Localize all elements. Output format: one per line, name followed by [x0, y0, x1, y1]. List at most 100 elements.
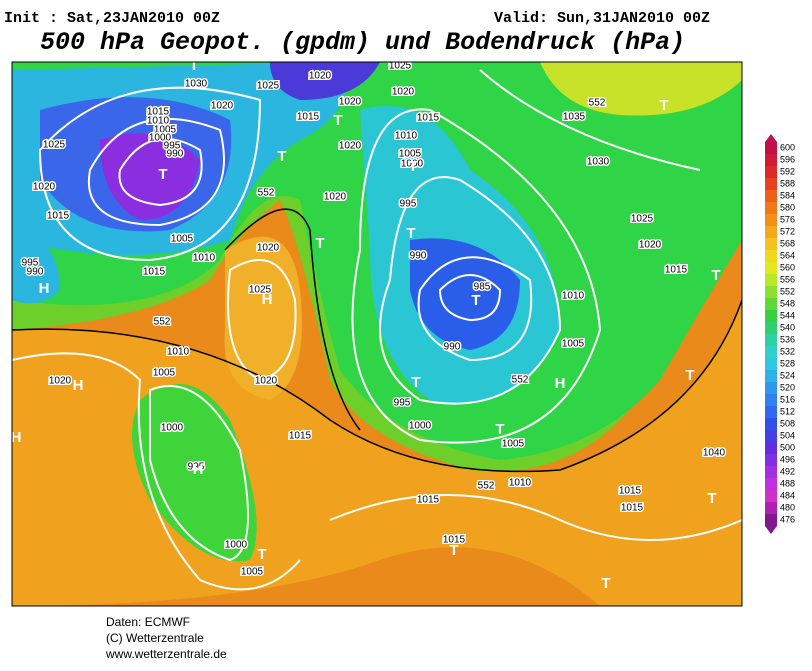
colorbar-label: 596 [780, 154, 795, 164]
colorbar-label: 524 [780, 370, 795, 380]
colorbar-swatch [765, 238, 777, 250]
isobar-label: 1005 [153, 368, 176, 379]
isobar-label: 1005 [171, 234, 194, 245]
colorbar-label: 516 [780, 394, 795, 404]
pressure-center: T [495, 421, 504, 438]
colorbar-label: 588 [780, 178, 795, 188]
colorbar-swatch [765, 322, 777, 334]
isobar-label: 1000 [409, 421, 432, 432]
colorbar-swatch [765, 154, 777, 166]
pressure-center: T [189, 57, 198, 74]
isobar-label: 1010 [167, 347, 190, 358]
colorbar-swatch [765, 418, 777, 430]
isobar-label: 1000 [225, 540, 248, 551]
pressure-center: T [315, 235, 324, 252]
colorbar-label: 592 [780, 166, 795, 176]
pressure-center: H [39, 280, 50, 297]
isobar-label: 1035 [563, 112, 586, 123]
isobar-label: 1025 [43, 140, 66, 151]
isobar-label: 1015 [621, 503, 644, 514]
colorbar-label: 504 [780, 430, 795, 440]
colorbar-label: 580 [780, 202, 795, 212]
isobar-label: 995 [22, 258, 39, 269]
colorbar-label: 576 [780, 214, 795, 224]
isobar-label: 1010 [562, 291, 585, 302]
colorbar-swatch [765, 358, 777, 370]
isobar-label: 985 [474, 282, 491, 293]
colorbar-label: 532 [780, 346, 795, 356]
isobar-label: 552 [258, 188, 275, 199]
isobar-label: 995 [400, 199, 417, 210]
pressure-center: H [73, 377, 84, 394]
colorbar-tip [765, 134, 777, 142]
colorbar-swatch [765, 394, 777, 406]
isobar-label: 1020 [339, 97, 362, 108]
isobar-label: 1040 [703, 448, 726, 459]
colorbar-label: 600 [780, 142, 795, 152]
colorbar-tip [765, 526, 777, 534]
colorbar-label: 536 [780, 334, 795, 344]
isobar-label: 995 [394, 398, 411, 409]
colorbar-swatch [765, 226, 777, 238]
isobar-label: 1020 [639, 240, 662, 251]
colorbar-swatch [765, 442, 777, 454]
pressure-center: H [11, 429, 22, 446]
isobar-label: 1020 [255, 376, 278, 387]
isobar-label: 990 [410, 251, 427, 262]
pressure-center: H [555, 375, 566, 392]
isobar-label: 1015 [417, 495, 440, 506]
isobar-label: 1015 [47, 211, 70, 222]
isobar-label: 1025 [631, 214, 654, 225]
colorbar-label: 544 [780, 310, 795, 320]
colorbar-label: 512 [780, 406, 795, 416]
colorbar-swatch [765, 166, 777, 178]
colorbar-label: 500 [780, 442, 795, 452]
isobar-label: 552 [154, 317, 171, 328]
pressure-center: T [277, 148, 286, 165]
colorbar-swatch [765, 430, 777, 442]
colorbar-swatch [765, 250, 777, 262]
pressure-center: H [193, 461, 204, 478]
isobar-label: 1020 [324, 192, 347, 203]
colorbar-swatch [765, 286, 777, 298]
isobar-label: 1000 [149, 133, 172, 144]
footer-line: www.wetterzentrale.de [105, 647, 227, 661]
isobar-label: 1005 [399, 149, 422, 160]
colorbar-swatch [765, 502, 777, 514]
isobar-label: 1020 [257, 243, 280, 254]
isobar-label: 990 [167, 149, 184, 160]
isobar-label: 1025 [257, 81, 280, 92]
footer-line: (C) Wetterzentrale [106, 631, 204, 645]
colorbar-label: 564 [780, 250, 795, 260]
colorbar-swatch [765, 490, 777, 502]
pressure-center: T [158, 166, 167, 183]
isobar-label: 552 [512, 375, 529, 386]
colorbar-swatch [765, 370, 777, 382]
isobar-label: 1020 [339, 141, 362, 152]
colorbar-swatch [765, 274, 777, 286]
colorbar-label: 528 [780, 358, 795, 368]
footer-line: Daten: ECMWF [106, 615, 190, 629]
colorbar-label: 520 [780, 382, 795, 392]
colorbar-label: 484 [780, 490, 795, 500]
isobar-label: 1030 [587, 157, 610, 168]
colorbar-swatch [765, 346, 777, 358]
isobar-label: 1015 [417, 113, 440, 124]
colorbar-label: 556 [780, 274, 795, 284]
colorbar-swatch [765, 178, 777, 190]
title: 500 hPa Geopot. (gpdm) und Bodendruck (h… [40, 28, 685, 57]
colorbar-label: 476 [780, 514, 795, 524]
pressure-center: H [262, 291, 273, 308]
isobar-label: 995 [188, 462, 205, 473]
pressure-center: T [659, 97, 668, 114]
colorbar-swatch [765, 190, 777, 202]
map-frame [11, 61, 743, 607]
isobar-label: 995 [164, 141, 181, 152]
colorbar-label: 540 [780, 322, 795, 332]
isobar-label: 1015 [443, 535, 466, 546]
pressure-center: T [711, 267, 720, 284]
colorbar-label: 488 [780, 478, 795, 488]
colorbar-label: 560 [780, 262, 795, 272]
colorbar-swatch [765, 454, 777, 466]
isobar-label: 1025 [249, 285, 272, 296]
